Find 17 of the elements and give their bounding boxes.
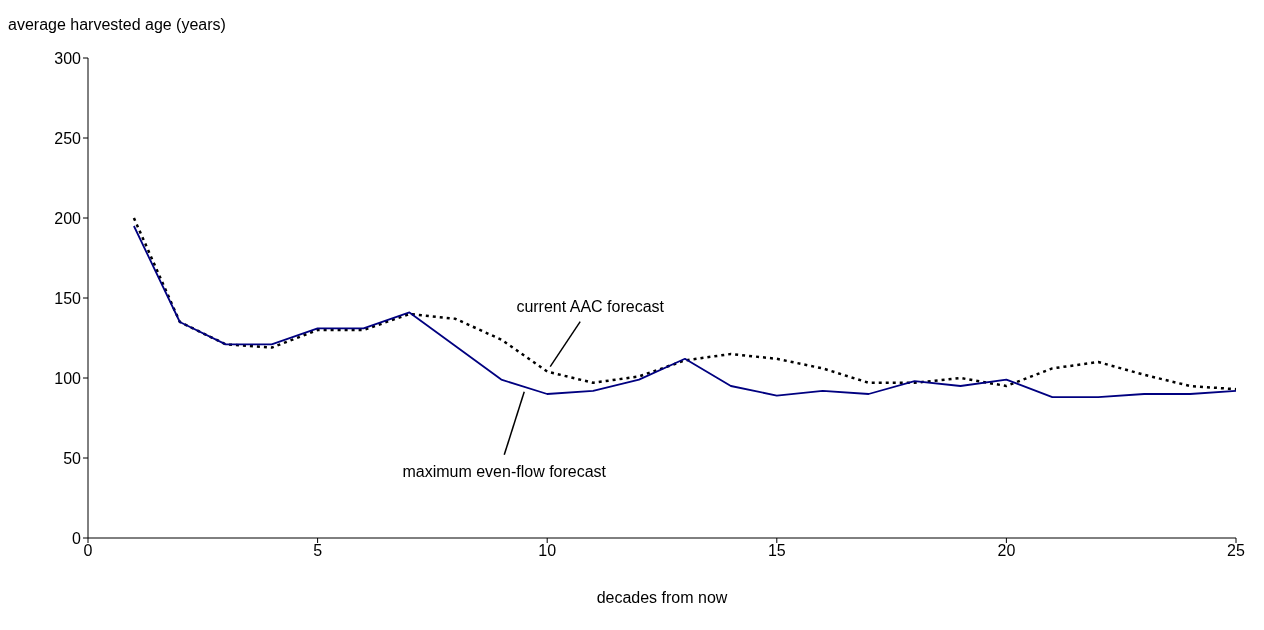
- x-tick-label: 20: [997, 542, 1016, 560]
- y-tick-label: 200: [54, 209, 82, 227]
- x-tick-label: 15: [767, 542, 786, 560]
- y-tick-label: 50: [63, 449, 82, 467]
- x-tick-label: 5: [313, 542, 323, 560]
- y-tick-label: 0: [72, 529, 82, 547]
- y-tick-label: 150: [54, 289, 82, 307]
- x-tick-label: 0: [83, 542, 93, 560]
- x-tick-label: 10: [538, 542, 557, 560]
- y-tick-label: 300: [54, 49, 82, 67]
- y-tick-label: 100: [54, 369, 82, 387]
- text: maximum even-flow forecast: [402, 462, 607, 480]
- x-axis-title: decades from now: [596, 589, 728, 606]
- y-tick-label: 250: [54, 129, 82, 147]
- series-label: current AAC forecast: [516, 297, 665, 315]
- y-axis-title: average harvested age (years): [8, 16, 226, 34]
- x-tick-label: 25: [1227, 542, 1245, 560]
